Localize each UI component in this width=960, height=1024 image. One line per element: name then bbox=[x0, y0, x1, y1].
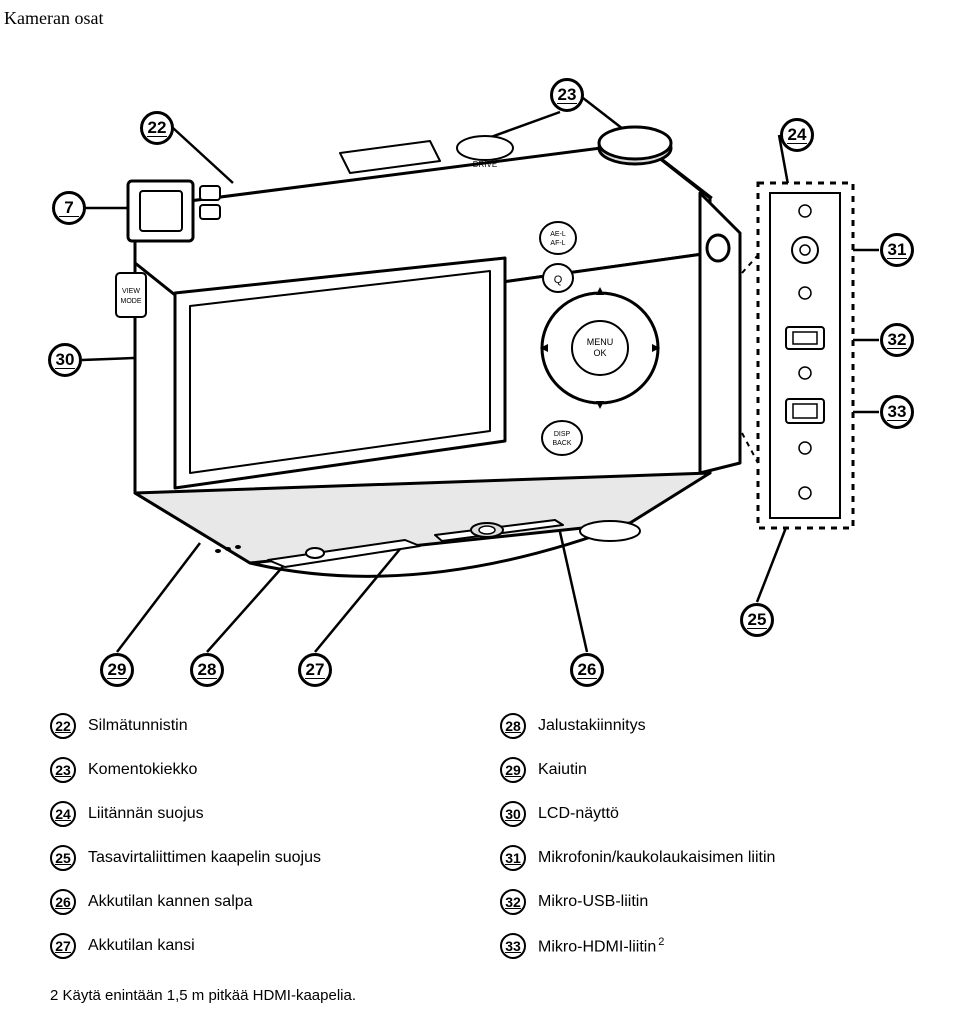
legend-item-22: 22Silmätunnistin bbox=[50, 713, 460, 739]
legend-item-23: 23Komentokiekko bbox=[50, 757, 460, 783]
diagram-callout-22: 22 bbox=[140, 111, 174, 145]
diagram-callout-29: 29 bbox=[100, 653, 134, 687]
diagram-callout-27: 27 bbox=[298, 653, 332, 687]
legend-item-25: 25Tasavirtaliittimen kaapelin suojus bbox=[50, 845, 460, 871]
page-title: Kameran osat bbox=[0, 0, 960, 29]
legend-item-28: 28Jalustakiinnitys bbox=[500, 713, 910, 739]
svg-text:OK: OK bbox=[593, 348, 606, 358]
legend: 22Silmätunnistin 28Jalustakiinnitys 23Kome… bbox=[0, 713, 960, 959]
svg-text:DRIVE: DRIVE bbox=[473, 160, 497, 169]
svg-text:MODE: MODE bbox=[121, 298, 142, 305]
footnote: 2 Käytä enintään 1,5 m pitkää HDMI-kaape… bbox=[0, 959, 960, 1004]
legend-item-33: 33Mikro-HDMI-liitin2 bbox=[500, 933, 910, 959]
diagram-callout-26: 26 bbox=[570, 653, 604, 687]
diagram-callout-23: 23 bbox=[550, 78, 584, 112]
svg-text:AF-L: AF-L bbox=[550, 240, 565, 247]
svg-text:BACK: BACK bbox=[552, 440, 571, 447]
legend-item-26: 26Akkutilan kannen salpa bbox=[50, 889, 460, 915]
svg-text:VIEW: VIEW bbox=[122, 288, 140, 295]
camera-diagram: VIEW MODE DRIVE MENU OK AE-L AF bbox=[0, 33, 960, 703]
diagram-callout-24: 24 bbox=[780, 118, 814, 152]
diagram-callout-28: 28 bbox=[190, 653, 224, 687]
svg-text:AE-L: AE-L bbox=[550, 231, 566, 238]
legend-item-24: 24Liitännän suojus bbox=[50, 801, 460, 827]
diagram-callout-32: 32 bbox=[880, 323, 914, 357]
diagram-callout-33: 33 bbox=[880, 395, 914, 429]
legend-item-29: 29Kaiutin bbox=[500, 757, 910, 783]
svg-text:MENU: MENU bbox=[587, 337, 614, 347]
legend-item-31: 31Mikrofonin/kaukolaukaisimen liitin bbox=[500, 845, 910, 871]
diagram-callout-31: 31 bbox=[880, 233, 914, 267]
diagram-callout-7: 7 bbox=[52, 191, 86, 225]
diagram-callout-30: 30 bbox=[48, 343, 82, 377]
legend-item-32: 32Mikro-USB-liitin bbox=[500, 889, 910, 915]
legend-item-27: 27Akkutilan kansi bbox=[50, 933, 460, 959]
diagram-callout-25: 25 bbox=[740, 603, 774, 637]
svg-text:Q: Q bbox=[554, 274, 563, 286]
svg-text:DISP: DISP bbox=[554, 431, 571, 438]
legend-item-30: 30LCD-näyttö bbox=[500, 801, 910, 827]
